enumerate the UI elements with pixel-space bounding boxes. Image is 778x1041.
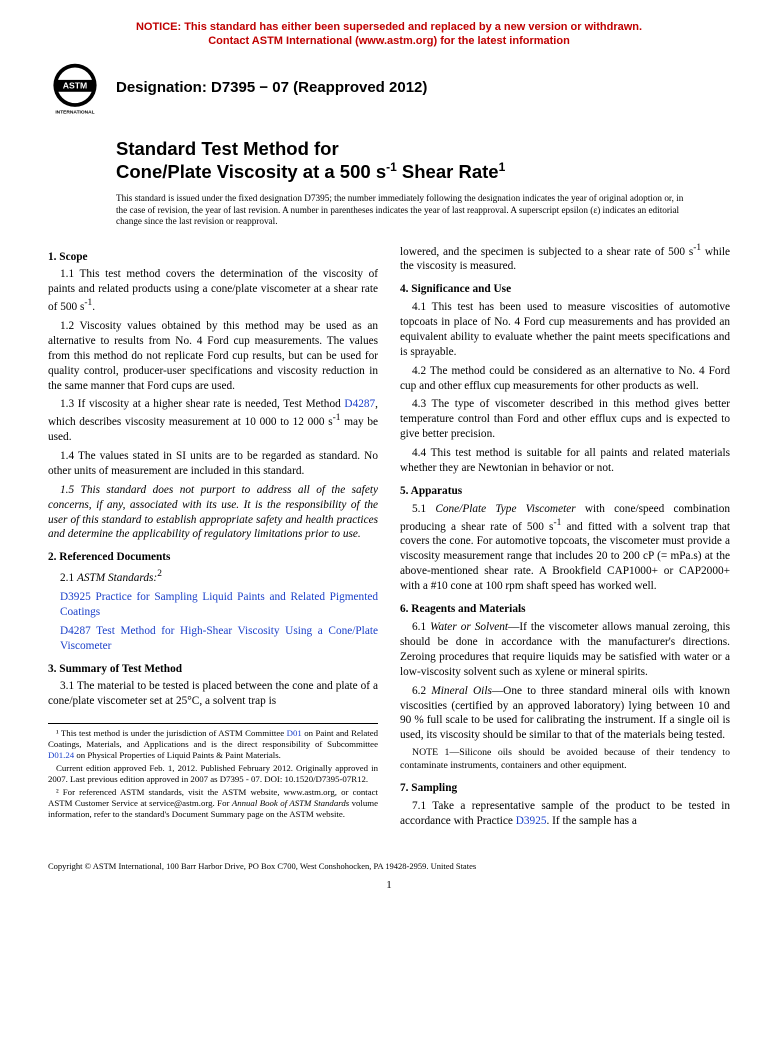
para-5-1: 5.1 Cone/Plate Type Viscometer with cone…: [400, 502, 730, 594]
para-2-1: 2.1 ASTM Standards:2: [48, 568, 378, 586]
title-main: Standard Test Method for Cone/Plate Visc…: [116, 137, 730, 183]
issuance-note: This standard is issued under the fixed …: [116, 193, 696, 228]
document-page: NOTICE: This standard has either been su…: [0, 0, 778, 911]
section-2-head: 2. Referenced Documents: [48, 550, 378, 565]
header-row: ASTM INTERNATIONAL Designation: D7395 − …: [48, 61, 730, 115]
section-1-head: 1. Scope: [48, 250, 378, 265]
para-1-1: 1.1 This test method covers the determin…: [48, 267, 378, 314]
note-1: NOTE 1—Silicone oils should be avoided b…: [400, 747, 730, 773]
section-6-head: 6. Reagents and Materials: [400, 602, 730, 617]
link-d01[interactable]: D01: [287, 728, 302, 738]
para-4-2: 4.2 The method could be considered as an…: [400, 364, 730, 394]
footnotes-block: ¹ This test method is under the jurisdic…: [48, 723, 378, 820]
notice-banner: NOTICE: This standard has either been su…: [48, 20, 730, 49]
para-4-4: 4.4 This test method is suitable for all…: [400, 446, 730, 476]
para-6-2: 6.2 Mineral Oils—One to three standard m…: [400, 684, 730, 744]
para-6-1: 6.1 Water or Solvent—If the viscometer a…: [400, 620, 730, 680]
body-columns: 1. Scope 1.1 This test method covers the…: [48, 242, 730, 833]
ref-d4287[interactable]: D4287 Test Method for High-Shear Viscosi…: [60, 624, 378, 654]
section-7-head: 7. Sampling: [400, 781, 730, 796]
footnote-1: ¹ This test method is under the jurisdic…: [48, 728, 378, 761]
page-number: 1: [48, 879, 730, 891]
para-1-2: 1.2 Viscosity values obtained by this me…: [48, 319, 378, 394]
para-3-1-cont: lowered, and the specimen is subjected t…: [400, 242, 730, 275]
ref-d3925[interactable]: D3925 Practice for Sampling Liquid Paint…: [60, 590, 378, 620]
astm-logo-icon: ASTM INTERNATIONAL: [48, 61, 102, 115]
notice-line1: NOTICE: This standard has either been su…: [136, 21, 642, 33]
section-3-head: 3. Summary of Test Method: [48, 662, 378, 677]
link-d4287[interactable]: D4287: [344, 398, 375, 410]
para-3-1: 3.1 The material to be tested is placed …: [48, 679, 378, 709]
para-1-4: 1.4 The values stated in SI units are to…: [48, 449, 378, 479]
copyright-line: Copyright © ASTM International, 100 Barr…: [48, 861, 730, 871]
para-7-1: 7.1 Take a representative sample of the …: [400, 799, 730, 829]
para-4-1: 4.1 This test has been used to measure v…: [400, 300, 730, 360]
title-block: Standard Test Method for Cone/Plate Visc…: [116, 137, 730, 183]
designation-text: Designation: D7395 − 07 (Reapproved 2012…: [116, 79, 427, 96]
link-d3925-2[interactable]: D3925: [516, 815, 547, 827]
svg-text:ASTM: ASTM: [63, 80, 87, 90]
svg-text:INTERNATIONAL: INTERNATIONAL: [55, 109, 94, 115]
section-4-head: 4. Significance and Use: [400, 282, 730, 297]
notice-line2: Contact ASTM International (www.astm.org…: [208, 35, 570, 47]
footnote-2: ² For referenced ASTM standards, visit t…: [48, 787, 378, 820]
para-1-5: 1.5 This standard does not purport to ad…: [48, 483, 378, 543]
para-1-3: 1.3 If viscosity at a higher shear rate …: [48, 397, 378, 444]
section-5-head: 5. Apparatus: [400, 484, 730, 499]
link-d0124[interactable]: D01.24: [48, 750, 74, 760]
para-4-3: 4.3 The type of viscometer described in …: [400, 397, 730, 442]
footnote-1b: Current edition approved Feb. 1, 2012. P…: [48, 763, 378, 785]
